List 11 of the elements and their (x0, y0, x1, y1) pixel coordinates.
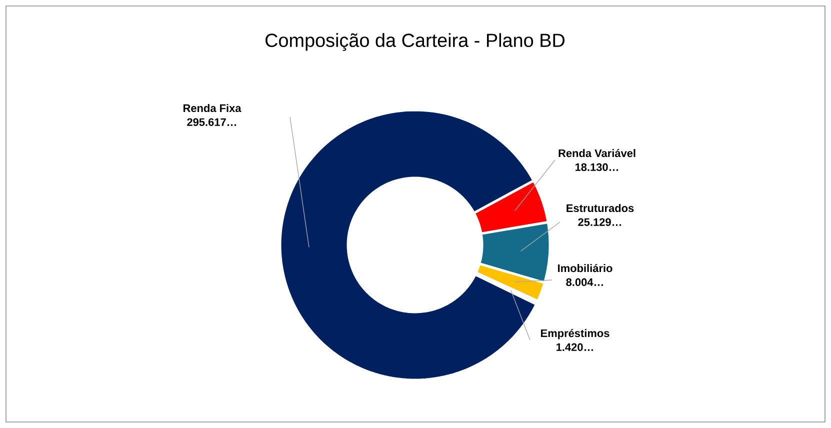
data-label: 1.420… (556, 343, 593, 352)
data-label: 25.129… (578, 218, 622, 226)
slice-label: Estruturados (566, 204, 634, 212)
slice-label: Imobiliário (558, 264, 612, 272)
slice-label: Renda Variável (558, 148, 636, 158)
data-label: 8.004… (566, 278, 603, 286)
slice-label: Renda Fixa (184, 104, 242, 112)
slice-label: Empréstimos (541, 328, 610, 340)
chart-title: Composição da Carteira - Plano BD (266, 33, 564, 51)
data-label: 18.130… (575, 163, 618, 172)
data-label: 295.617… (187, 118, 236, 126)
